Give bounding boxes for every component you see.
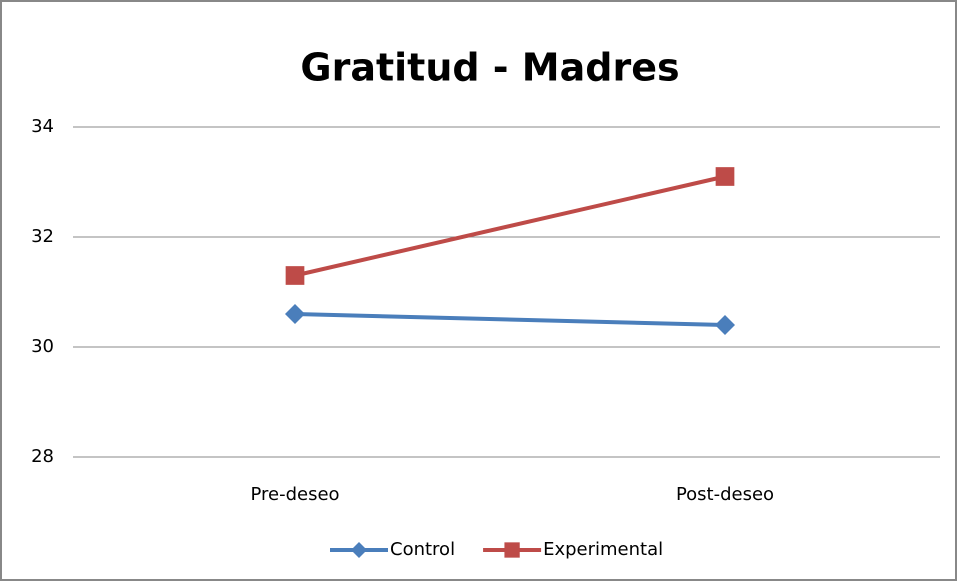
point	[715, 315, 735, 335]
legend-marker	[504, 542, 520, 558]
series-line	[294, 312, 726, 327]
chart-title: Gratitud - Madres	[300, 46, 679, 90]
y-tick-label: 28	[31, 446, 54, 467]
point	[285, 266, 305, 285]
y-tick-label: 30	[31, 336, 54, 357]
y-tick-label: 34	[31, 116, 54, 137]
point	[715, 167, 735, 186]
x-tick-label: Post-deseo	[676, 484, 774, 505]
legend-label: Control	[390, 539, 455, 560]
x-tick-label: Pre-deseo	[250, 484, 339, 505]
legend-label: Experimental	[543, 539, 663, 560]
series-line	[294, 174, 726, 278]
point	[285, 304, 305, 324]
legend-marker	[351, 542, 367, 558]
y-tick-label: 32	[31, 226, 54, 247]
